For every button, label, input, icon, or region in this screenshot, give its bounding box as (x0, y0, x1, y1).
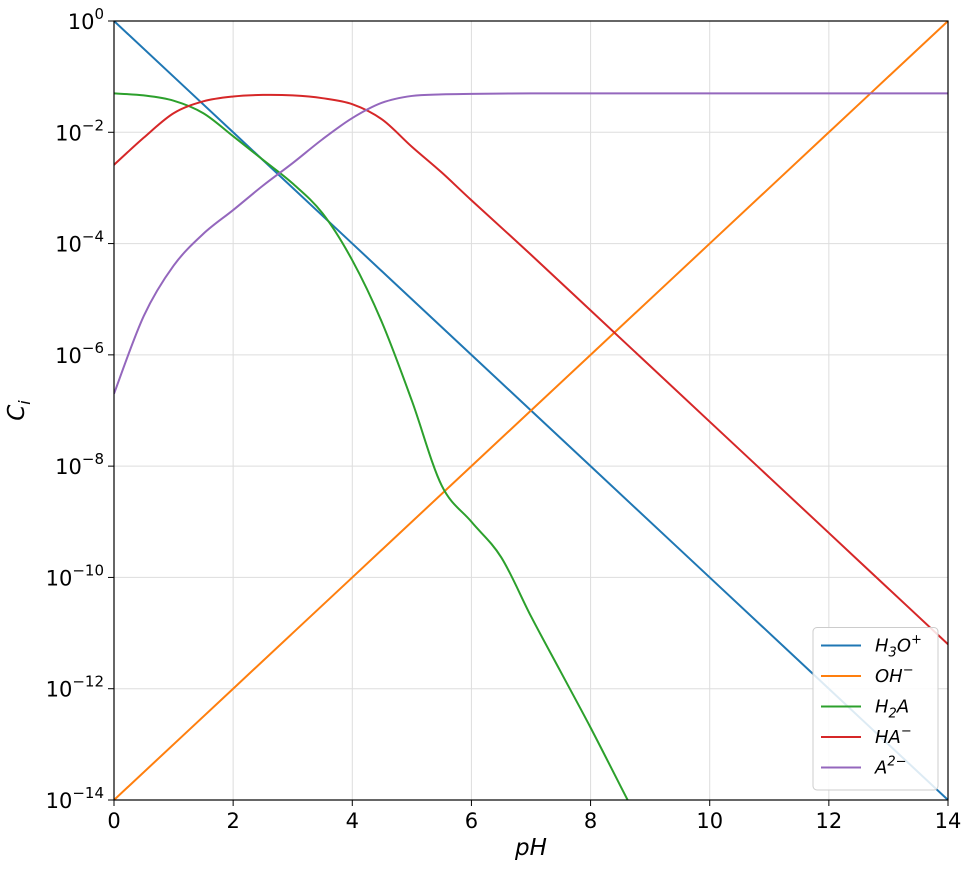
series-line-h2a (114, 92, 629, 800)
x-tick-label: 4 (346, 809, 359, 833)
y-tick-label: 10−4 (55, 228, 104, 257)
x-tick-label: 0 (107, 809, 120, 833)
legend-box (812, 627, 939, 791)
plot-frame (113, 20, 949, 801)
x-tick-label: 6 (465, 809, 478, 833)
y-tick-label: 10−6 (55, 339, 104, 368)
series-lines (114, 21, 948, 800)
y-tick-label: 10−2 (55, 116, 104, 145)
legend-label: HA− (875, 724, 912, 748)
x-axis-label: pH (514, 835, 547, 861)
legend-label: OH− (875, 663, 914, 687)
y-axis-label: Ci (4, 400, 34, 421)
x-tick-label: 2 (226, 809, 239, 833)
x-tick-label: 14 (935, 809, 962, 833)
y-tick-label: 10−8 (55, 450, 104, 479)
y-tick-label: 10−10 (46, 561, 104, 590)
y-tick-label: 10−14 (46, 784, 104, 813)
x-axis-ticks: 0 2 4 6 8 10 12 14 (107, 800, 961, 833)
y-axis-ticks: 100 10−2 10−4 10−6 10−8 10−10 10−12 10−14 (46, 5, 114, 813)
series-line-oh (114, 21, 948, 800)
x-tick-label: 12 (815, 809, 842, 833)
x-tick-label: 8 (584, 809, 597, 833)
legend-label: H3O+ (875, 633, 922, 661)
x-tick-label: 10 (696, 809, 723, 833)
y-tick-label: 10−12 (46, 673, 104, 702)
legend-label: A2− (874, 755, 907, 779)
legend-label: H2A (875, 697, 909, 722)
series-line-ha (114, 93, 948, 645)
y-tick-label: 100 (68, 5, 104, 34)
series-line-a2 (114, 92, 948, 395)
